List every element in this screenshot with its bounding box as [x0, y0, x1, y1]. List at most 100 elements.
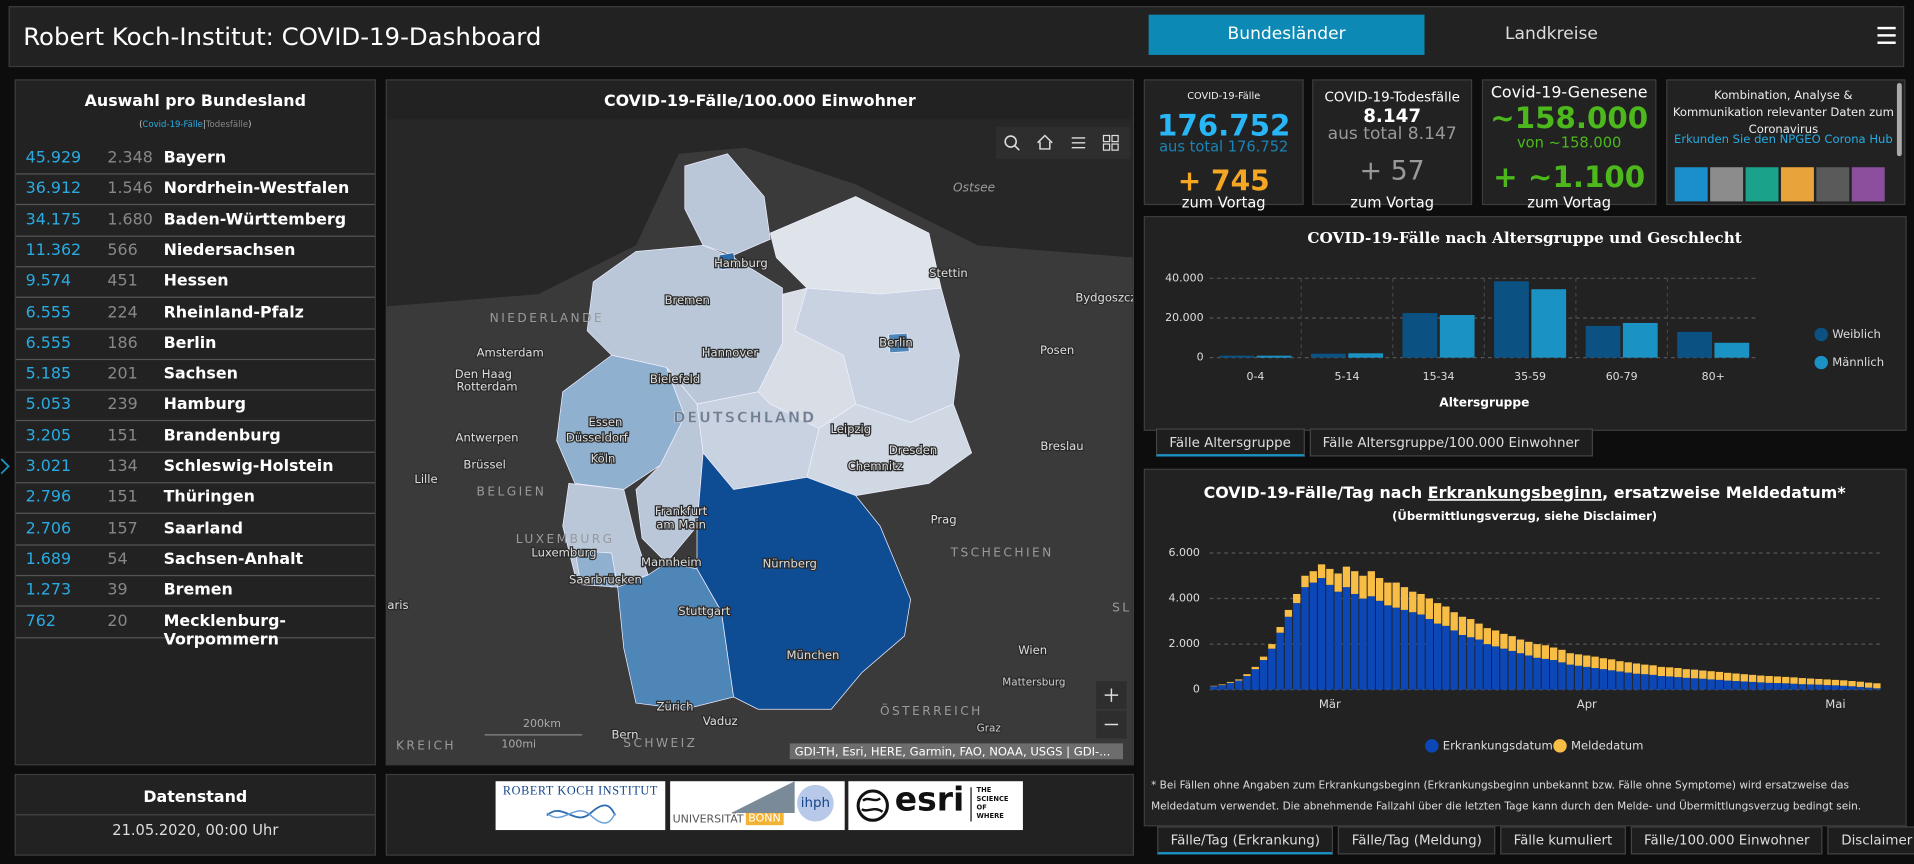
- legend-text: (: [139, 119, 143, 130]
- bar-segment: [1806, 678, 1815, 685]
- bar-segment: [1317, 564, 1326, 579]
- info-link[interactable]: Erkunden Sie den NPGEO Corona Hub: [1673, 133, 1893, 147]
- bar-segment: [1293, 593, 1301, 604]
- bar-segment: [1342, 566, 1351, 588]
- bar-segment: [1806, 684, 1815, 690]
- state-row[interactable]: 5.053 239 Hamburg: [15, 390, 375, 422]
- kpi-delta: + ~1.100: [1493, 159, 1646, 195]
- state-row[interactable]: 34.175 1.680 Baden-Württemberg: [15, 205, 375, 237]
- state-region[interactable]: [684, 153, 771, 256]
- bar-segment: [1608, 670, 1616, 690]
- y-tick-label: 0: [1197, 351, 1204, 364]
- deaths: 20: [107, 612, 128, 631]
- bar: [1402, 313, 1438, 358]
- icon: [1004, 135, 1017, 148]
- bar-segment: [1508, 636, 1516, 651]
- state-row[interactable]: 11.362 566 Niedersachsen: [15, 235, 375, 268]
- state-name: Sachsen-Anhalt: [163, 550, 304, 569]
- map-label: Rotterdam: [456, 379, 517, 393]
- bar-segment: [1566, 664, 1574, 690]
- hub-icon[interactable]: [1780, 167, 1814, 202]
- menu-icon[interactable]: [1877, 26, 1897, 46]
- state-row[interactable]: 6.555 186 Berlin: [15, 328, 375, 360]
- bar-segment: [1516, 639, 1525, 654]
- home-button[interactable]: [1037, 134, 1053, 150]
- bar-segment: [1682, 669, 1690, 678]
- tab[interactable]: Fälle Altersgruppe: [1155, 428, 1305, 457]
- cases: 3.205: [25, 426, 72, 446]
- icon: [1102, 143, 1111, 151]
- state-region[interactable]: [888, 332, 910, 354]
- state-row[interactable]: 5.185 201 Sachsen: [15, 359, 375, 391]
- bar-segment: [1235, 679, 1243, 681]
- bar-segment: [1367, 596, 1375, 690]
- layer-button[interactable]: [1071, 137, 1086, 149]
- state-region[interactable]: [718, 252, 737, 271]
- state-row[interactable]: 9.574 451 Hessen: [15, 266, 375, 299]
- state-row[interactable]: 6.555 224 Rheinland-Pfalz: [15, 297, 375, 329]
- zoom-controls: [1096, 681, 1127, 739]
- bar-segment: [1649, 665, 1657, 675]
- map-label: Breslau: [1040, 439, 1083, 453]
- x-tick-label: Apr: [1577, 697, 1597, 711]
- tab[interactable]: Fälle/Tag (Erkrankung): [1157, 826, 1334, 855]
- bar: [1677, 331, 1712, 358]
- search-button[interactable]: [1004, 135, 1020, 151]
- state-row[interactable]: 3.205 151 Brandenburg: [15, 421, 375, 453]
- bar: [1256, 355, 1292, 358]
- side-arrow[interactable]: [0, 457, 10, 477]
- legend-text: |: [202, 119, 206, 130]
- hub-icon[interactable]: [1710, 167, 1744, 202]
- state-row[interactable]: 2.706 157 Saarland: [15, 513, 375, 546]
- state-row[interactable]: 762 20 Mecklenburg-Vorpommern: [15, 606, 375, 649]
- legend-swatch: [1553, 739, 1567, 753]
- bar-segment: [1848, 681, 1856, 687]
- epi-tabs: Fälle/Tag (Erkrankung) Fälle/Tag (Meldung…: [1157, 826, 1914, 855]
- bar-segment: [1583, 655, 1591, 667]
- bar-segment: [1831, 679, 1840, 686]
- icon: [1111, 134, 1119, 143]
- basemap-button[interactable]: [1102, 134, 1119, 151]
- tab-button[interactable]: Landkreise: [1505, 24, 1598, 44]
- bar-segment: [1500, 633, 1508, 649]
- map-label: SCHWEIZ: [623, 736, 697, 750]
- scale-label: 200km: [523, 717, 561, 730]
- bar-segment: [1541, 645, 1550, 659]
- state-row[interactable]: 3.021 134 Schleswig-Holstein: [15, 452, 375, 484]
- map-label: Den Haag: [455, 367, 512, 381]
- bar-segment: [1616, 671, 1624, 690]
- tab[interactable]: Fälle/100.000 Einwohner: [1630, 826, 1823, 855]
- bar-segment: [1251, 666, 1259, 670]
- chart-subtitle: (Übermittlungsverzug, siehe Disclaimer): [1392, 508, 1657, 523]
- kpi-total: von ~158.000: [1516, 134, 1622, 152]
- state-region[interactable]: [696, 451, 911, 710]
- bar-segment: [1450, 612, 1458, 631]
- bonn-text: BONN: [745, 812, 784, 826]
- deaths: 39: [107, 581, 128, 600]
- tab[interactable]: Fälle/Tag (Meldung): [1338, 826, 1496, 855]
- kpi-value: 176.752: [1156, 108, 1291, 143]
- tab[interactable]: Fälle Altersgruppe/100.000 Einwohner: [1309, 428, 1593, 457]
- hub-icon[interactable]: [1674, 167, 1708, 202]
- bar-segment: [1409, 591, 1417, 613]
- toolbar-bg: [996, 126, 1131, 159]
- state-row[interactable]: 1.689 54 Sachsen-Anhalt: [15, 544, 375, 577]
- globe: [861, 797, 884, 813]
- hub-icon[interactable]: [1745, 167, 1779, 202]
- wave: [546, 810, 616, 824]
- state-row[interactable]: 45.929 2.348 Bayern: [15, 143, 375, 175]
- icon: [1111, 143, 1119, 151]
- tab[interactable]: Fälle kumuliert: [1500, 826, 1626, 855]
- tab[interactable]: Disclaimer: [1827, 826, 1914, 855]
- bar-segment: [1574, 654, 1583, 666]
- hub-icon[interactable]: [1851, 167, 1885, 202]
- bar-segment: [1815, 678, 1823, 685]
- map-label: Berlin: [879, 336, 913, 350]
- tab-button[interactable]: Bundesländer: [1148, 14, 1425, 55]
- cases: 6.555: [25, 334, 72, 353]
- state-row[interactable]: 36.912 1.546 Nordrhein-Westfalen: [15, 174, 375, 206]
- hub-icon[interactable]: [1816, 167, 1850, 202]
- state-row[interactable]: 1.273 39 Bremen: [15, 575, 375, 607]
- state-row[interactable]: 2.796 151 Thüringen: [15, 483, 375, 515]
- map-label: Frankfurt: [655, 504, 708, 518]
